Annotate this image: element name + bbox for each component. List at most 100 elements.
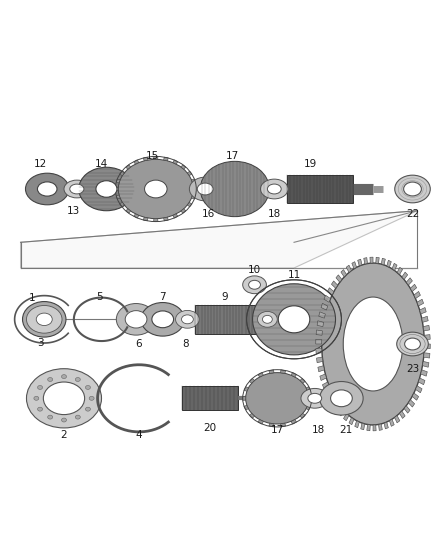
Polygon shape <box>414 292 420 298</box>
Ellipse shape <box>96 181 117 197</box>
Ellipse shape <box>61 418 67 422</box>
Polygon shape <box>306 406 311 410</box>
Polygon shape <box>424 353 430 358</box>
Polygon shape <box>309 397 312 400</box>
Text: 6: 6 <box>136 339 142 349</box>
Polygon shape <box>376 257 379 263</box>
Polygon shape <box>422 316 428 322</box>
Polygon shape <box>134 160 139 164</box>
Ellipse shape <box>34 397 39 400</box>
Polygon shape <box>318 366 325 372</box>
Polygon shape <box>352 262 357 269</box>
Ellipse shape <box>301 389 328 408</box>
Polygon shape <box>291 419 297 424</box>
Ellipse shape <box>404 182 421 196</box>
Polygon shape <box>154 219 158 222</box>
Text: 8: 8 <box>182 339 189 349</box>
Polygon shape <box>424 335 430 340</box>
Polygon shape <box>164 157 168 161</box>
Polygon shape <box>367 424 370 431</box>
Ellipse shape <box>141 303 184 336</box>
Text: 10: 10 <box>248 265 261 275</box>
Text: 14: 14 <box>95 159 108 169</box>
Polygon shape <box>300 414 305 418</box>
Ellipse shape <box>22 302 66 337</box>
Ellipse shape <box>246 373 309 424</box>
Text: 4: 4 <box>136 430 142 440</box>
Ellipse shape <box>145 180 167 198</box>
Polygon shape <box>364 257 367 264</box>
Ellipse shape <box>117 303 156 335</box>
Polygon shape <box>328 288 334 295</box>
Text: 1: 1 <box>29 293 36 303</box>
Ellipse shape <box>70 184 84 194</box>
Polygon shape <box>244 406 248 410</box>
Ellipse shape <box>61 375 67 378</box>
Text: 22: 22 <box>406 209 419 219</box>
Polygon shape <box>420 308 426 314</box>
Polygon shape <box>116 179 120 183</box>
Text: 3: 3 <box>37 338 44 348</box>
Ellipse shape <box>200 161 269 216</box>
Ellipse shape <box>243 276 266 294</box>
Polygon shape <box>349 417 354 425</box>
Ellipse shape <box>75 377 80 382</box>
Polygon shape <box>316 330 322 335</box>
Polygon shape <box>332 281 338 288</box>
Polygon shape <box>321 303 328 310</box>
Polygon shape <box>322 382 329 389</box>
Ellipse shape <box>43 382 85 415</box>
Polygon shape <box>173 160 178 164</box>
Ellipse shape <box>85 407 90 411</box>
Ellipse shape <box>48 415 53 419</box>
Polygon shape <box>410 284 417 292</box>
Text: 20: 20 <box>204 423 217 433</box>
Polygon shape <box>387 260 391 267</box>
Polygon shape <box>424 344 430 349</box>
Ellipse shape <box>278 306 310 333</box>
Polygon shape <box>195 304 265 334</box>
Polygon shape <box>399 411 405 418</box>
Ellipse shape <box>38 407 42 411</box>
Polygon shape <box>316 349 322 353</box>
Ellipse shape <box>38 385 42 390</box>
Ellipse shape <box>258 311 277 327</box>
Polygon shape <box>317 357 323 362</box>
Polygon shape <box>402 272 408 279</box>
Ellipse shape <box>85 385 90 390</box>
Ellipse shape <box>262 316 272 324</box>
Polygon shape <box>406 278 413 285</box>
Polygon shape <box>187 171 192 175</box>
Polygon shape <box>173 214 178 218</box>
Polygon shape <box>346 265 351 272</box>
Text: 9: 9 <box>222 292 228 302</box>
Ellipse shape <box>89 397 94 400</box>
Polygon shape <box>324 295 331 302</box>
Polygon shape <box>120 171 124 175</box>
Ellipse shape <box>405 338 420 350</box>
Polygon shape <box>269 370 274 374</box>
Polygon shape <box>423 325 430 331</box>
Polygon shape <box>392 263 397 271</box>
Polygon shape <box>343 414 349 421</box>
Polygon shape <box>358 259 362 266</box>
Polygon shape <box>120 203 124 207</box>
Polygon shape <box>181 209 186 213</box>
Polygon shape <box>404 406 410 413</box>
Text: 15: 15 <box>146 151 159 161</box>
Ellipse shape <box>152 311 173 328</box>
Polygon shape <box>126 209 131 213</box>
Polygon shape <box>381 259 385 265</box>
Polygon shape <box>341 270 346 277</box>
Polygon shape <box>395 416 400 423</box>
Polygon shape <box>244 386 248 391</box>
Polygon shape <box>378 424 382 430</box>
Polygon shape <box>249 414 254 418</box>
Ellipse shape <box>343 297 403 391</box>
Ellipse shape <box>261 179 288 199</box>
Ellipse shape <box>36 313 52 326</box>
Polygon shape <box>355 421 359 427</box>
Polygon shape <box>319 312 325 318</box>
Polygon shape <box>143 217 148 221</box>
Polygon shape <box>164 217 168 221</box>
